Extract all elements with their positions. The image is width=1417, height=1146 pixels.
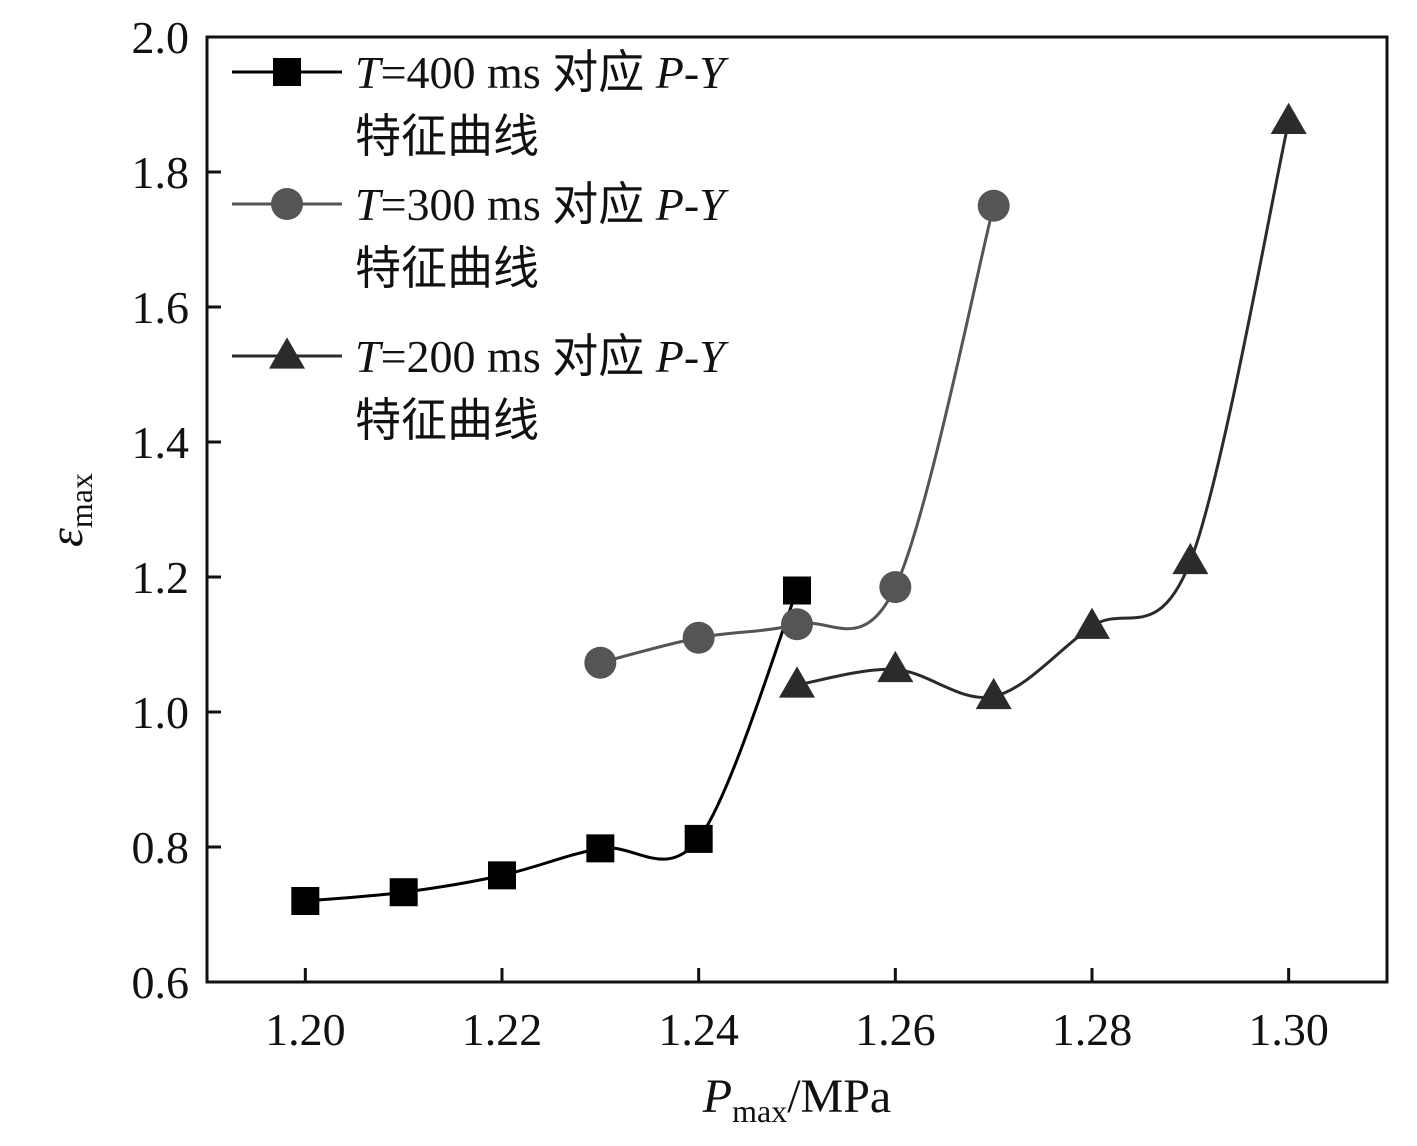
- data-point-circle: [879, 571, 912, 604]
- legend-label-line2: 特征曲线: [355, 111, 539, 162]
- series-markers: [291, 102, 1307, 915]
- y-tick-label: 1.8: [132, 147, 190, 198]
- data-point-circle: [682, 621, 715, 654]
- legend-marker-triangle: [269, 337, 305, 369]
- series-line-1: [305, 589, 799, 903]
- data-point-triangle: [1172, 542, 1209, 575]
- y-axis-label: εmax: [40, 473, 99, 547]
- y-tick-label: 1.2: [132, 552, 190, 603]
- plot-frame: [205, 35, 1389, 984]
- y-tick-label: 1.6: [132, 282, 190, 333]
- legend-label-line2: 特征曲线: [355, 395, 539, 446]
- x-tick-label: 1.30: [1248, 1004, 1329, 1055]
- data-point-triangle: [975, 677, 1012, 710]
- x-tick-label: 1.20: [265, 1004, 346, 1055]
- data-point-triangle: [877, 650, 914, 683]
- x-tick-label: 1.22: [462, 1004, 543, 1055]
- legend-label-line1: T=300 ms 对应 P-Y: [355, 179, 729, 230]
- data-point-square: [684, 824, 713, 853]
- data-point-triangle: [1074, 607, 1110, 639]
- legend-label-line1: T=400 ms 对应 P-Y: [355, 47, 729, 98]
- legend-label-line1: T=200 ms 对应 P-Y: [355, 331, 729, 382]
- legend-marker-square: [273, 58, 301, 86]
- x-axis-label: Pmax/MPa: [702, 1070, 891, 1129]
- x-tick-label: 1.26: [855, 1004, 936, 1055]
- series-line-3: [796, 121, 1291, 700]
- data-point-triangle: [779, 666, 815, 698]
- data-point-circle: [584, 646, 617, 679]
- series-lines: [305, 121, 1291, 903]
- data-point-square: [389, 878, 418, 907]
- data-point-square: [488, 861, 516, 890]
- axis-ticks: 1.20 1.22 1.24 1.26 1.28 1.30 0.6 0.8 1.0 1.2 1.4 1…: [132, 12, 1329, 1055]
- data-point-circle: [781, 608, 813, 641]
- data-point-square: [783, 576, 811, 605]
- y-tick-label: 0.8: [132, 822, 190, 873]
- y-tick-label: 1.0: [132, 687, 190, 738]
- legend: T=400 ms 对应 P-Y 特征曲线 T=300 ms 对应 P-Y 特征曲线 T=…: [232, 47, 729, 446]
- x-tick-label: 1.24: [658, 1004, 739, 1055]
- y-tick-label: 1.4: [132, 417, 190, 468]
- data-point-square: [291, 887, 320, 915]
- data-point-triangle: [1270, 102, 1307, 134]
- x-tick-label: 1.28: [1052, 1004, 1133, 1055]
- y-tick-label: 0.6: [132, 957, 190, 1008]
- y-tick-label: 2.0: [132, 12, 190, 63]
- data-point-square: [586, 834, 615, 863]
- legend-marker-circle: [271, 188, 303, 220]
- data-point-circle: [977, 189, 1010, 222]
- legend-label-line2: 特征曲线: [355, 243, 539, 294]
